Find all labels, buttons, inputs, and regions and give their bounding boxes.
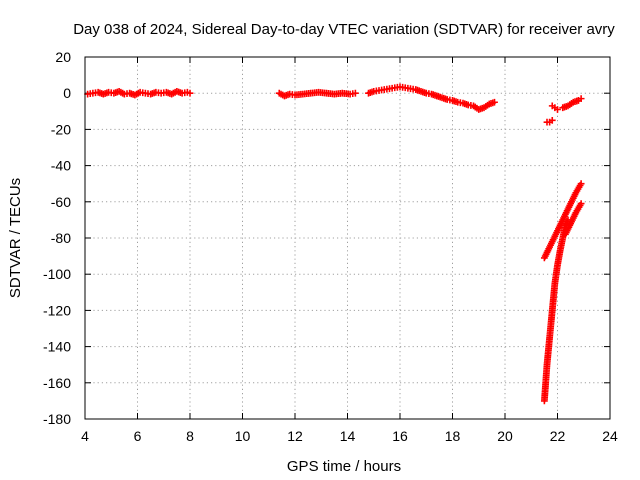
x-tick-label: 16 xyxy=(392,428,408,444)
data-point xyxy=(491,98,498,106)
y-tick-label: -140 xyxy=(43,339,71,355)
y-tick-label: -160 xyxy=(43,375,71,391)
grid-layer xyxy=(85,57,610,419)
plot-frame xyxy=(84,56,611,420)
series-segment-afternoon xyxy=(365,83,498,113)
y-tick-label: 20 xyxy=(55,49,71,65)
y-tick-label: -100 xyxy=(43,266,71,282)
x-tick-label: 22 xyxy=(550,428,566,444)
y-tick-label: -60 xyxy=(51,194,71,210)
x-tick-label: 10 xyxy=(235,428,251,444)
data-point xyxy=(577,200,585,208)
x-tick-label: 6 xyxy=(134,428,142,444)
series-segment-late-drop xyxy=(540,216,572,405)
y-tick-label: -120 xyxy=(43,302,71,318)
data-point xyxy=(554,106,561,113)
x-tick-label: 12 xyxy=(287,428,303,444)
series-segment-late-rise-left xyxy=(540,180,585,262)
x-tick-label: 24 xyxy=(602,428,618,444)
series-segment-late-upper-c xyxy=(559,95,585,112)
y-tick-label: 0 xyxy=(63,85,71,101)
tick-label-layer: 4 6 8 10 12 14 16 18 20 22 24 20 0 -20 -40 -60 -80 -100 -1… xyxy=(43,49,618,444)
data-point xyxy=(577,180,585,188)
series-segment-late-upper-b xyxy=(548,102,561,113)
data-point xyxy=(548,116,556,124)
chart-title: Day 038 of 2024, Sidereal Day-to-day VTE… xyxy=(73,21,615,38)
series-segment-late-upper-a xyxy=(543,116,556,126)
y-tick-label: -180 xyxy=(43,411,71,427)
data-point xyxy=(186,89,194,97)
x-tick-label: 18 xyxy=(445,428,461,444)
series-segment-late-rise-right xyxy=(561,200,585,238)
x-tick-label: 4 xyxy=(81,428,89,444)
x-tick-label: 8 xyxy=(186,428,194,444)
y-tick-label: -80 xyxy=(51,230,71,246)
tick-layer xyxy=(84,56,611,420)
x-tick-label: 20 xyxy=(497,428,513,444)
y-tick-label: -40 xyxy=(51,158,71,174)
x-axis-label: GPS time / hours xyxy=(287,458,401,475)
x-tick-label: 14 xyxy=(340,428,356,444)
y-tick-label: -20 xyxy=(51,121,71,137)
series-segment-midday xyxy=(275,88,359,100)
data-point xyxy=(577,95,585,103)
data-layer xyxy=(84,83,585,405)
series-segment-early xyxy=(84,87,194,99)
y-axis-label: SDTVAR / TECUs xyxy=(7,178,24,298)
data-point xyxy=(351,89,359,97)
